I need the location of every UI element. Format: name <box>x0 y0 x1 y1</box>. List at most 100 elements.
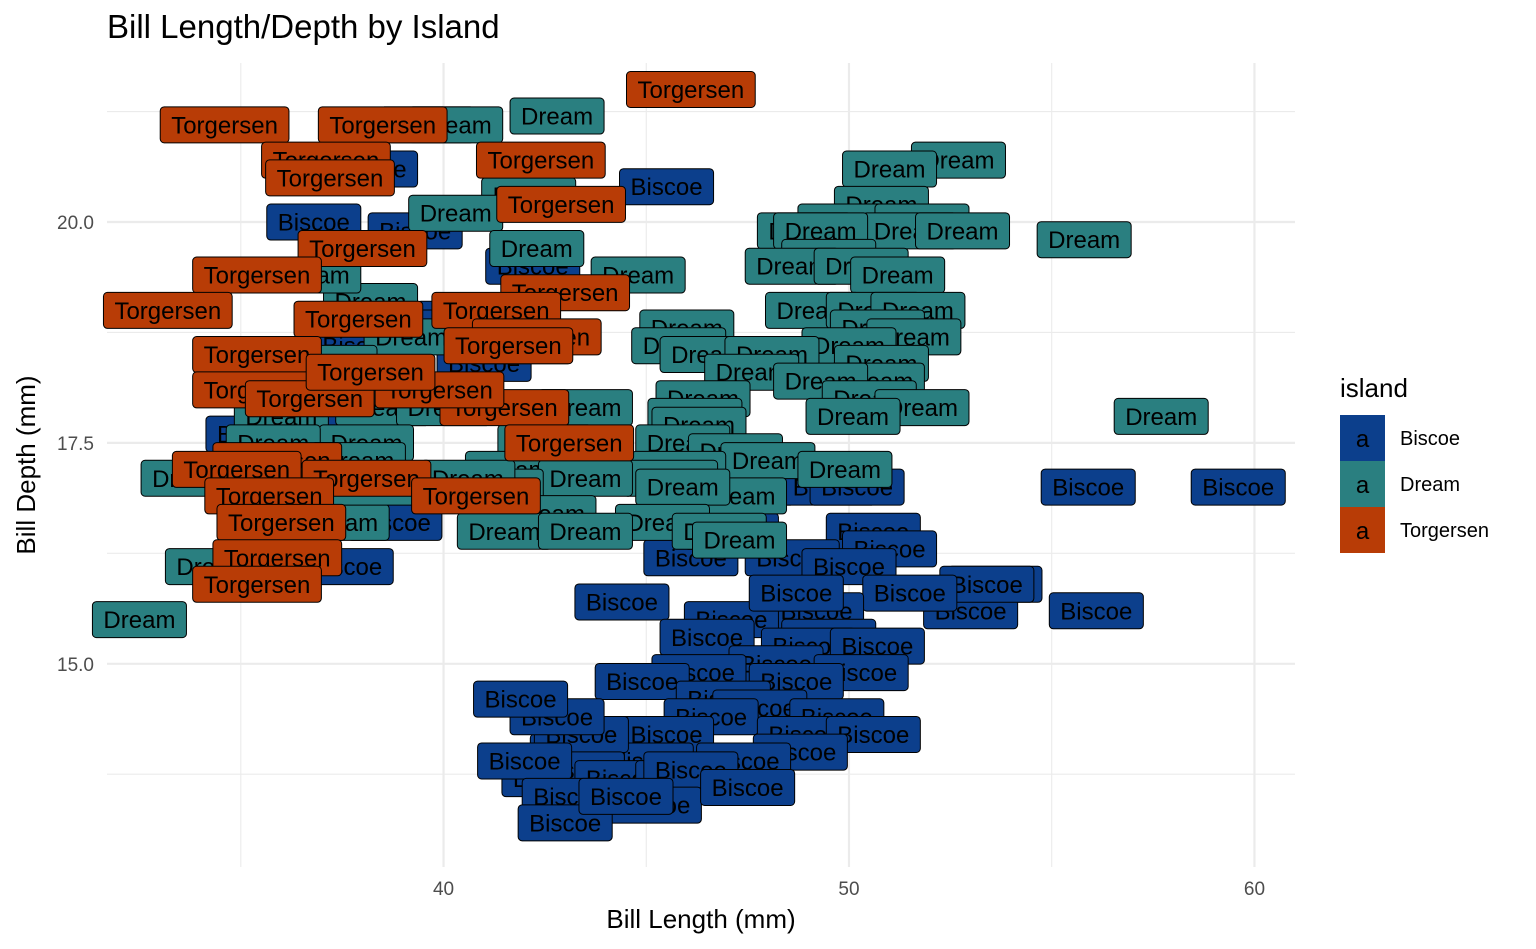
data-point-label-box <box>862 574 958 612</box>
data-point-torgersen: Torgersen <box>504 424 635 462</box>
data-point-torgersen: Torgersen <box>159 106 290 144</box>
data-point-label-box <box>473 680 569 718</box>
legend-label: Torgersen <box>1400 520 1489 542</box>
data-point-label-box <box>504 424 635 462</box>
y-axis-title: Bill Depth (mm) <box>11 375 41 554</box>
data-point-dream: Dream <box>91 601 187 639</box>
data-point-label: Dream <box>103 607 175 634</box>
x-axis-title: Bill Length (mm) <box>606 904 795 934</box>
data-point-label: Dream <box>549 466 621 493</box>
data-point-label-box <box>805 397 901 435</box>
data-point-label: Torgersen <box>277 165 384 192</box>
data-point-label: Torgersen <box>455 333 562 360</box>
data-point-label-box <box>159 106 290 144</box>
data-point-label: Torgersen <box>637 77 744 104</box>
data-point-label-box <box>625 71 756 109</box>
data-point-label: Dream <box>468 519 540 546</box>
data-point-label: Biscoe <box>1052 475 1124 502</box>
data-point-label: Biscoe <box>951 572 1023 599</box>
data-point-label: Biscoe <box>590 784 662 811</box>
data-point-label: Dream <box>854 157 926 184</box>
data-point-label-box <box>297 230 428 268</box>
data-point-biscoe: Biscoe <box>1040 468 1136 506</box>
data-point-dream: Dream <box>635 468 731 506</box>
data-point-label: Biscoe <box>837 722 909 749</box>
data-point-label-box <box>102 291 233 329</box>
legend-key-glyph: a <box>1356 518 1370 545</box>
data-point-dream: Dream <box>842 150 938 188</box>
data-point-label-box <box>489 230 585 268</box>
data-point-dream: Dream <box>1113 397 1209 435</box>
data-point-label: Dream <box>704 528 776 555</box>
data-point-label: Biscoe <box>586 589 658 616</box>
data-point-label: Dream <box>647 475 719 502</box>
data-point-torgersen: Torgersen <box>102 291 233 329</box>
x-axis-ticks: 40 50 60 <box>433 879 1265 900</box>
y-tick-label: 17.5 <box>57 434 94 455</box>
data-point-dream: Dream <box>408 194 504 232</box>
data-point-label-box <box>192 565 322 603</box>
data-point-label: Biscoe <box>485 687 557 714</box>
data-point-torgersen: Torgersen <box>216 503 347 541</box>
data-point-label: Torgersen <box>317 360 424 387</box>
data-point-label: Biscoe <box>760 581 832 608</box>
data-point-label: Dream <box>420 201 492 228</box>
data-point-dream: Dream <box>797 450 893 488</box>
data-point-biscoe: Biscoe <box>1190 468 1286 506</box>
data-point-biscoe: Biscoe <box>477 742 573 780</box>
data-point-label: Biscoe <box>1202 475 1274 502</box>
data-point-label: Torgersen <box>329 112 436 139</box>
data-point-dream: Dream <box>915 212 1011 250</box>
data-point-torgersen: Torgersen <box>265 159 395 197</box>
legend-label: Biscoe <box>1400 428 1460 450</box>
data-point-biscoe: Biscoe <box>825 715 921 753</box>
legend-key-glyph: a <box>1356 472 1370 499</box>
data-point-label-box <box>1190 468 1286 506</box>
data-point-label: Dream <box>1048 227 1120 254</box>
chart-title: Bill Length/Depth by Island <box>107 8 500 45</box>
data-point-label-box <box>1048 592 1144 630</box>
data-point-label-box <box>293 300 424 338</box>
data-point-dream: Dream <box>456 512 552 550</box>
data-point-label-box <box>537 512 633 550</box>
legend: island a Biscoe a Dream a Torgersen <box>1340 373 1489 553</box>
data-point-torgersen: Torgersen <box>411 477 541 515</box>
legend-key <box>1340 461 1385 507</box>
data-point-label: Biscoe <box>489 748 561 775</box>
x-tick-label: 60 <box>1244 879 1265 900</box>
data-point-biscoe: Biscoe <box>574 583 670 621</box>
data-point-label: Torgersen <box>309 236 416 263</box>
data-point-label: Torgersen <box>305 307 412 334</box>
data-point-biscoe: Biscoe <box>748 574 844 612</box>
legend-key-glyph: a <box>1356 426 1370 453</box>
data-point-torgersen: Torgersen <box>297 230 428 268</box>
data-point-label: Biscoe <box>874 581 946 608</box>
data-point-label-box <box>1040 468 1136 506</box>
data-point-biscoe: Biscoe <box>700 768 796 806</box>
data-point-label: Torgersen <box>114 298 221 325</box>
legend-key <box>1340 415 1385 461</box>
data-point-label: Torgersen <box>171 112 278 139</box>
data-point-label-box <box>1036 221 1132 259</box>
data-point-label-box <box>411 477 541 515</box>
legend-item-torgersen: a Torgersen <box>1340 507 1489 553</box>
data-point-label: Dream <box>1125 404 1197 431</box>
data-point-dream: Dream <box>537 459 633 497</box>
data-point-label: Torgersen <box>423 483 530 510</box>
data-point-label: Torgersen <box>516 430 623 457</box>
data-point-label: Biscoe <box>606 669 678 696</box>
data-point-dream: Dream <box>720 442 816 480</box>
data-point-label-box <box>192 256 322 294</box>
data-point-biscoe: Biscoe <box>578 777 674 815</box>
legend-label: Dream <box>1400 474 1460 496</box>
data-point-label: Torgersen <box>487 148 594 175</box>
data-point-label: Torgersen <box>204 342 311 369</box>
data-point-torgersen: Torgersen <box>625 71 756 109</box>
data-point-label: Biscoe <box>1060 598 1132 625</box>
data-point-torgersen: Torgersen <box>443 327 574 365</box>
data-point-torgersen: Torgersen <box>475 141 606 179</box>
y-tick-label: 15.0 <box>57 655 94 676</box>
data-point-dream: Dream <box>805 397 901 435</box>
data-point-biscoe: Biscoe <box>594 662 690 700</box>
